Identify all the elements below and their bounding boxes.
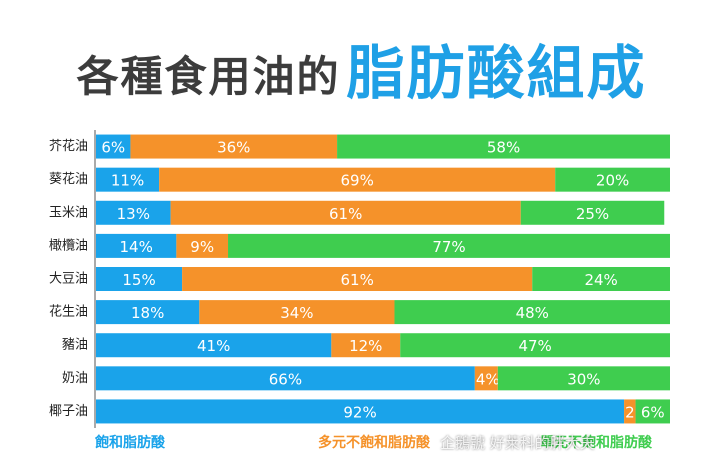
bar-segment bbox=[96, 300, 200, 325]
data-label: 30% bbox=[567, 370, 600, 388]
bar-segment bbox=[228, 233, 670, 258]
data-label: 11% bbox=[111, 172, 144, 190]
data-label: 18% bbox=[131, 304, 164, 322]
bar-segment bbox=[96, 200, 171, 225]
category-label: 玉米油 bbox=[49, 205, 88, 220]
category-label: 豬油 bbox=[62, 338, 88, 353]
bar-segment bbox=[96, 333, 332, 358]
data-label: 14% bbox=[120, 238, 153, 256]
bar-segment bbox=[400, 333, 670, 358]
bar-segment bbox=[394, 300, 670, 325]
bar-segment bbox=[635, 399, 670, 424]
data-label: 4% bbox=[476, 370, 500, 388]
bar-segment bbox=[96, 267, 183, 291]
data-label: 69% bbox=[340, 172, 373, 190]
bar-segment bbox=[532, 267, 670, 291]
bar-segment bbox=[96, 167, 160, 192]
bar-segment bbox=[555, 167, 670, 192]
chart-title-main: 各種食用油的 bbox=[76, 52, 341, 101]
category-label: 葵花油 bbox=[49, 171, 88, 187]
data-label: 12% bbox=[349, 337, 382, 355]
bar-segment bbox=[96, 233, 177, 258]
category-label: 花生油 bbox=[49, 304, 88, 320]
category-label: 芥花油 bbox=[49, 138, 88, 154]
data-label: 77% bbox=[432, 238, 465, 256]
bar-segment bbox=[199, 300, 395, 325]
category-label: 椰子油 bbox=[49, 404, 88, 419]
data-label: 6% bbox=[101, 139, 125, 157]
watermark: 企鵝號 好莱科的胖大夫 bbox=[440, 434, 595, 452]
data-label: 34% bbox=[280, 304, 313, 322]
data-label: 41% bbox=[197, 337, 230, 355]
data-label: 58% bbox=[487, 139, 520, 157]
bar-segment bbox=[520, 200, 665, 225]
legend-saturated: 飽和脂肪酸 bbox=[95, 435, 165, 451]
data-label: 47% bbox=[518, 337, 551, 355]
bar-segment bbox=[159, 167, 556, 192]
legend-monounsaturated: 單元不飽和脂肪酸 bbox=[540, 435, 652, 451]
bar-segment bbox=[130, 134, 338, 159]
bar-segment bbox=[96, 134, 131, 159]
legend-polyunsaturated: 多元不飽和脂肪酸 bbox=[318, 435, 430, 451]
bar-segment bbox=[176, 233, 229, 258]
category-label: 奶油 bbox=[62, 371, 88, 386]
category-label: 橄欖油 bbox=[49, 238, 88, 253]
bar-segment bbox=[624, 399, 636, 424]
category-label: 大豆油 bbox=[49, 272, 88, 287]
chart-title-highlight: 脂肪酸組成 bbox=[346, 39, 647, 107]
data-label: 25% bbox=[576, 205, 609, 223]
data-label: 9% bbox=[190, 238, 214, 256]
bar-segment bbox=[170, 200, 521, 225]
data-label: 13% bbox=[117, 205, 150, 223]
chart-title: 各種食用油的 脂肪酸組成 bbox=[0, 22, 723, 102]
bar-segment bbox=[331, 333, 401, 358]
data-label: 48% bbox=[516, 304, 549, 322]
data-label: 15% bbox=[122, 271, 155, 289]
data-label: 61% bbox=[329, 205, 362, 223]
data-label: 20% bbox=[596, 172, 629, 190]
bar-segment bbox=[497, 366, 670, 391]
data-label: 6% bbox=[641, 403, 665, 421]
data-label: 61% bbox=[340, 271, 373, 289]
bar-segment bbox=[96, 366, 475, 391]
data-label: 92% bbox=[343, 403, 376, 421]
data-label: 36% bbox=[217, 139, 250, 157]
bar-segment bbox=[337, 134, 670, 159]
data-label: 24% bbox=[584, 271, 617, 289]
bar-segment bbox=[182, 267, 533, 291]
data-label: 66% bbox=[269, 370, 302, 388]
bar-segment bbox=[96, 399, 625, 424]
bar-segment bbox=[474, 366, 498, 391]
